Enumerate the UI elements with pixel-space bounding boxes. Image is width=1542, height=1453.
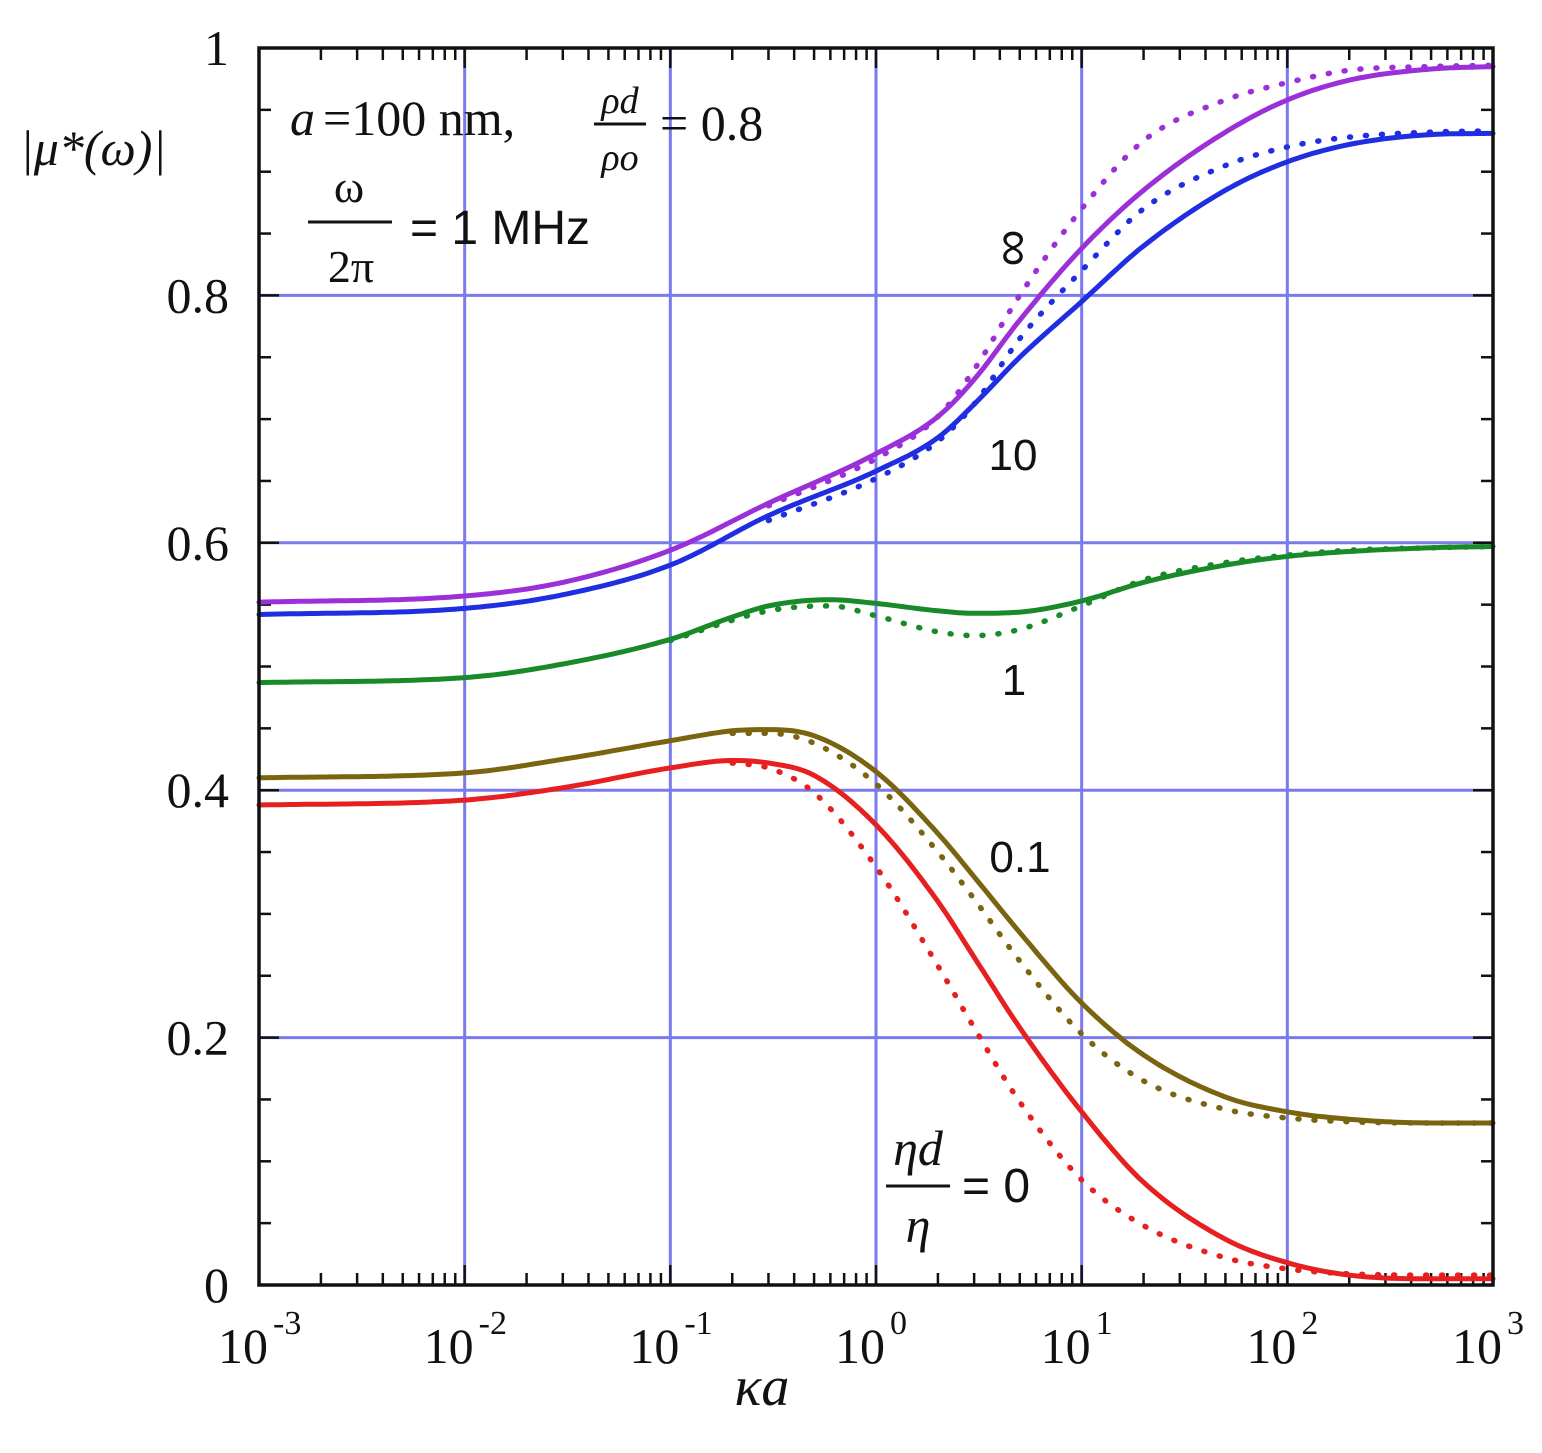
- param-a-symbol: a: [290, 90, 315, 146]
- params-annotation: a =100 nm, ρd ρo = 0.8: [290, 80, 763, 179]
- series-layer: [256, 62, 1496, 1282]
- series-line-6: [256, 727, 1496, 1126]
- freq-numerator: ω: [334, 161, 364, 212]
- x-tick-label: 10: [1041, 1318, 1091, 1374]
- x-tick-label: 10: [835, 1318, 885, 1374]
- param-rho-value: = 0.8: [660, 95, 763, 151]
- param-rho-denominator: ρo: [600, 137, 638, 179]
- y-tick-label: 0.4: [167, 762, 230, 818]
- eta-numerator: ηd: [893, 1120, 944, 1176]
- y-axis-label: |μ*(ω)|: [20, 120, 166, 176]
- param-a-value: =100 nm,: [323, 90, 515, 146]
- x-tick-label-exponent: 3: [1507, 1305, 1524, 1342]
- freq-denominator: 2π: [328, 241, 374, 292]
- eta-annotation: ηd η = 0: [886, 1120, 1030, 1253]
- x-tick-label-exponent: 2: [1301, 1305, 1318, 1342]
- series-line-2: [256, 130, 1496, 617]
- x-tick-label-exponent: 0: [890, 1305, 907, 1342]
- x-axis-label: κa: [735, 1356, 790, 1418]
- x-tick-label-exponent: -2: [479, 1305, 507, 1342]
- param-rho-numerator: ρd: [600, 80, 639, 122]
- x-tick-label-exponent: -1: [684, 1305, 712, 1342]
- series-line-9: [729, 760, 1496, 1278]
- y-tick-label: 0: [204, 1257, 229, 1313]
- x-tick-label: 10: [424, 1318, 474, 1374]
- grid-lines: [259, 48, 1493, 1285]
- x-tick-label: 10: [1246, 1318, 1296, 1374]
- curve-label-infinity: ∞: [986, 229, 1044, 266]
- series-line-7: [729, 730, 1496, 1126]
- axis-ticks: [257, 46, 1493, 1287]
- curve-label-0.1: 0.1: [989, 833, 1050, 882]
- series-line-3: [765, 128, 1496, 524]
- y-tick-label: 0.2: [167, 1010, 230, 1066]
- series-line-5: [667, 543, 1496, 644]
- y-tick-label: 0.6: [167, 515, 230, 571]
- freq-value: = 1 MHz: [410, 202, 590, 255]
- frequency-annotation: ω 2π = 1 MHz: [308, 161, 590, 292]
- x-tick-label-exponent: -3: [273, 1305, 301, 1342]
- series-line-0: [256, 64, 1496, 605]
- eta-denominator: η: [906, 1197, 931, 1253]
- y-tick-label: 1: [204, 20, 229, 76]
- curve-label-1: 1: [1002, 656, 1026, 705]
- curve-label-10: 10: [989, 431, 1038, 480]
- x-tick-label: 10: [218, 1318, 268, 1374]
- x-tick-label: 10: [629, 1318, 679, 1374]
- plot-frame: [257, 46, 1495, 1287]
- y-tick-label: 0.8: [167, 267, 230, 323]
- x-tick-label: 10: [1452, 1318, 1502, 1374]
- series-line-8: [256, 758, 1496, 1282]
- eta-value: = 0: [962, 1160, 1030, 1213]
- x-tick-label-exponent: 1: [1096, 1305, 1113, 1342]
